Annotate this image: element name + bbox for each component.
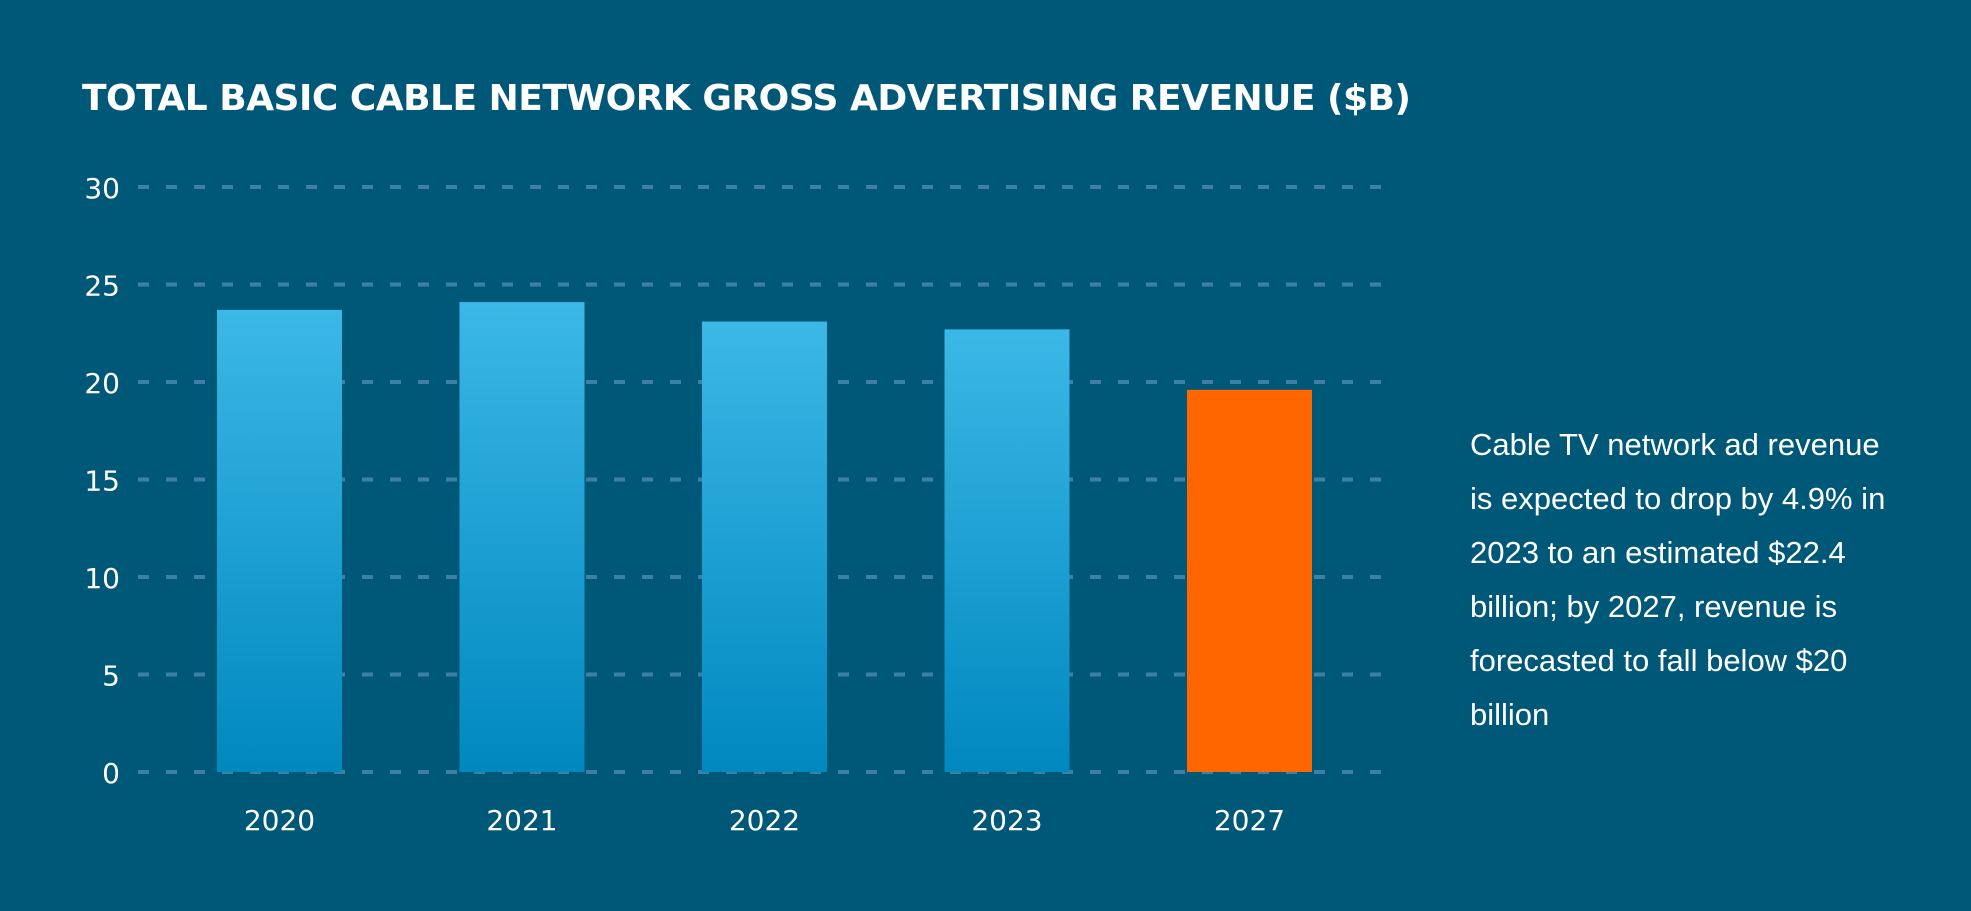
chart-title: TOTAL BASIC CABLE NETWORK GROSS ADVERTIS… [82,78,1411,119]
x-tick-label: 2022 [729,804,800,837]
y-tick-label: 20 [84,367,120,400]
annotation-text: Cable TV network ad revenue is expected … [1470,427,1886,732]
y-tick-label: 30 [84,172,120,205]
bar-2022 [702,321,827,772]
x-tick-label: 2020 [244,804,315,837]
bar-2020 [217,309,342,772]
x-tick-label: 2021 [486,804,557,837]
bar-2027 [1187,389,1312,772]
x-tick-label: 2023 [971,804,1042,837]
y-tick-label: 15 [84,465,120,498]
y-tick-label: 0 [102,757,120,790]
y-tick-label: 5 [102,660,120,693]
y-tick-label: 10 [84,562,120,595]
x-tick-label: 2027 [1214,804,1285,837]
bar-2023 [944,329,1070,772]
y-tick-label: 25 [84,270,120,303]
bar-2021 [459,302,585,772]
